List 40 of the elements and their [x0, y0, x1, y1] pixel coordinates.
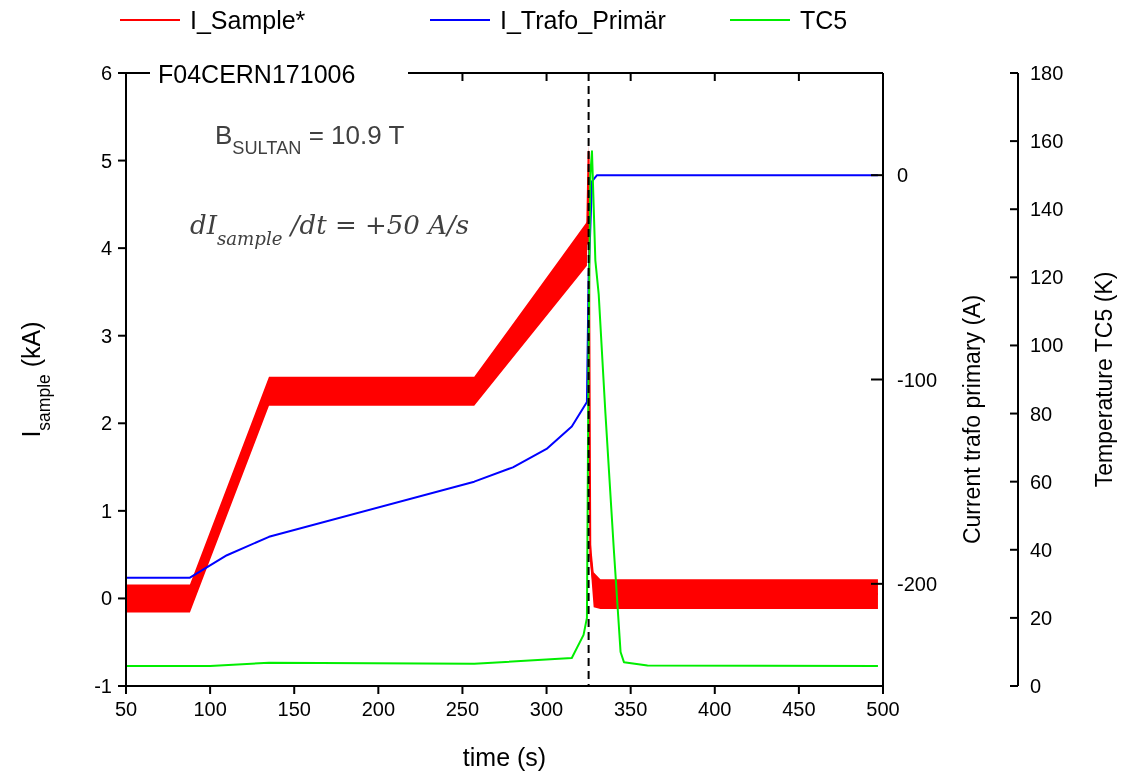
x-tick-label: 400 — [698, 698, 732, 720]
y3-tick-label: 20 — [1030, 606, 1053, 629]
y2-tick-label: -100 — [897, 368, 938, 391]
y2-tick-label: 0 — [897, 164, 909, 187]
y3-tick-label: 80 — [1030, 402, 1053, 425]
x-tick-label: 250 — [445, 698, 480, 720]
y-tick-label: 3 — [100, 324, 112, 347]
y-tick-label: 2 — [100, 412, 112, 435]
y3-tick-label: 0 — [1030, 675, 1042, 697]
y3-tick-label: 140 — [1030, 198, 1064, 221]
y-tick-label: 1 — [100, 499, 112, 522]
legend-label: I_Trafo_Primär — [500, 5, 666, 34]
y-tick-label: 4 — [100, 237, 112, 260]
y2-axis-title: Current trafo primary (A) — [959, 294, 985, 545]
x-tick-label: 200 — [361, 698, 396, 720]
legend-label: I_Sample* — [190, 5, 306, 34]
x-tick-label: 150 — [277, 698, 311, 720]
y-tick-label: 5 — [100, 149, 112, 172]
y3-tick-label: 160 — [1030, 130, 1064, 153]
legend-label: TC5 — [800, 5, 848, 34]
y3-tick-label: 40 — [1030, 538, 1053, 561]
y3-tick-label: 180 — [1030, 62, 1064, 84]
x-tick-label: 500 — [866, 698, 900, 720]
chart-title: F04CERN171006 — [158, 60, 356, 88]
y3-axis-title: Temperature TC5 (K) — [1091, 271, 1117, 488]
y3-tick-label: 120 — [1030, 266, 1064, 289]
y2-tick-label: -200 — [897, 572, 938, 595]
y-tick-label: -1 — [94, 675, 112, 697]
y3-tick-label: 100 — [1030, 334, 1064, 357]
x-tick-label: 350 — [613, 698, 648, 720]
x-tick-label: 50 — [114, 698, 138, 720]
y-tick-label: 6 — [100, 62, 112, 84]
x-tick-label: 450 — [782, 698, 816, 720]
annotation: dI$_{sample}$/dt = +50 A/s — [190, 210, 470, 249]
y-tick-label: 0 — [100, 587, 112, 610]
x-tick-label: 100 — [193, 698, 227, 720]
annotation: B$_{SULTAN}$ = 10.9 T — [215, 120, 405, 158]
y3-tick-label: 60 — [1030, 470, 1053, 493]
x-tick-label: 300 — [529, 698, 564, 720]
x-axis-title: time (s) — [462, 743, 547, 771]
